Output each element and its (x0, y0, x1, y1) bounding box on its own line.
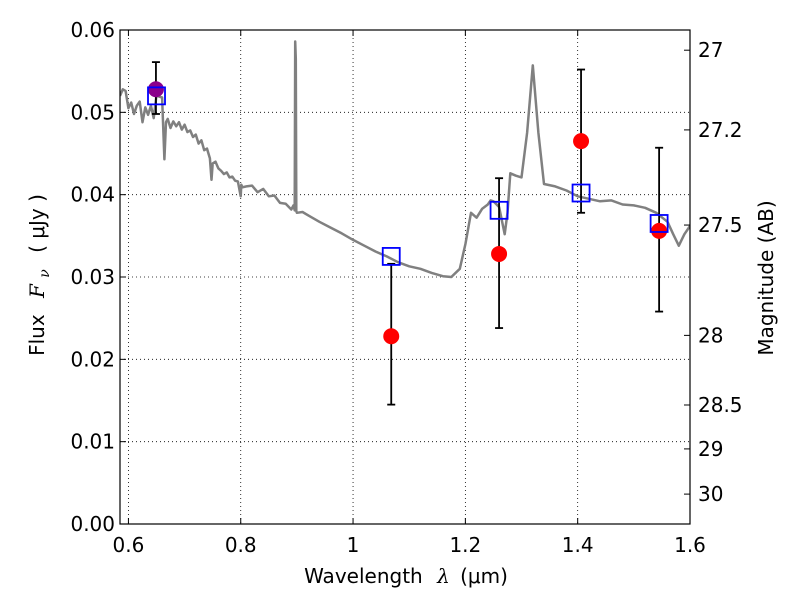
model-flux-square (489, 200, 509, 220)
observed-flux-point (147, 81, 164, 98)
plot-content (120, 40, 690, 406)
y2-tick-label: 27.5 (698, 213, 743, 237)
x-tick-label: 1.2 (449, 533, 481, 557)
observed-flux-point (573, 133, 590, 150)
x-tick-label: 1 (347, 533, 360, 557)
x-tick-label: 0.6 (113, 533, 145, 557)
y2-tick-label: 28 (698, 323, 723, 347)
y-tick-label: 0.04 (70, 183, 115, 207)
tick-labels: 0.6 0.8 1 1.2 1.4 1.6 0.00 0.01 0.02 0.03 0.04 0.05… (70, 18, 742, 557)
y2-axis-label: Magnitude (AB) (754, 200, 778, 355)
observed-flux-point (383, 328, 400, 345)
x-axis-label: Wavelength λ (μm) (304, 564, 508, 588)
observed-flux-point (651, 222, 668, 239)
plot-frame (119, 29, 691, 525)
y2-tick-label: 28.5 (698, 393, 743, 417)
model-flux-square (147, 86, 166, 106)
y2-tick-label: 27 (698, 38, 723, 62)
y-tick-label: 0.02 (70, 347, 115, 371)
y-tick-label: 0.05 (70, 100, 115, 124)
model-flux-square (649, 214, 669, 233)
y2-tick-label: 27.2 (698, 118, 743, 142)
model-spectrum-line (120, 40, 690, 279)
x-tick-label: 1.4 (562, 533, 594, 557)
y-tick-label: 0.06 (70, 18, 115, 42)
observed-flux-point (491, 245, 508, 262)
x-tick-label: 1.6 (674, 533, 706, 557)
y2-tick-label: 30 (698, 482, 723, 506)
y-tick-label: 0.00 (70, 512, 115, 536)
y-tick-label: 0.03 (70, 265, 115, 289)
y-axis-label: Flux F ν ( μJy ) (25, 194, 54, 356)
y-tick-label: 0.01 (70, 430, 115, 454)
y2-tick-label: 29 (698, 437, 723, 461)
x-tick-label: 0.8 (225, 533, 257, 557)
model-flux-square (571, 183, 591, 203)
model-flux-square (381, 247, 401, 266)
